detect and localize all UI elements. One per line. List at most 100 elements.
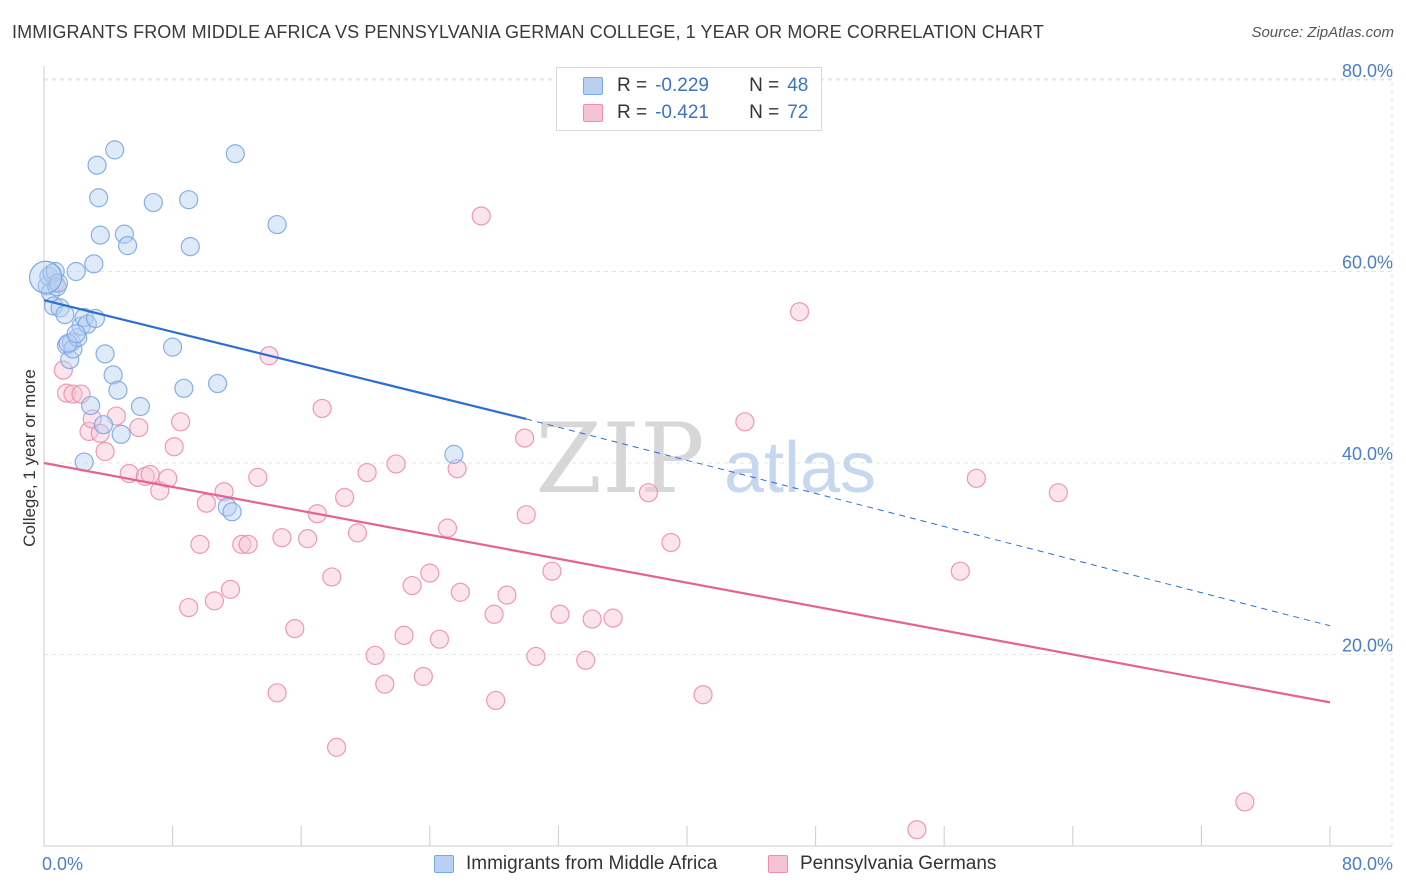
pink-point xyxy=(53,360,73,380)
blue-point xyxy=(225,144,245,164)
y-tick-label: 40.0% xyxy=(1342,444,1393,464)
pink-point xyxy=(437,518,458,538)
pink-point xyxy=(298,529,318,549)
blue-point xyxy=(208,373,228,394)
pink-point xyxy=(365,645,385,666)
pink-swatch-icon xyxy=(583,104,603,122)
blue-point xyxy=(108,380,128,400)
pink-point xyxy=(238,534,258,554)
pink-point xyxy=(484,604,504,624)
stats-box: R = -0.229 N = 48 R = -0.421 N = 72 xyxy=(556,67,822,131)
pink-point xyxy=(661,532,681,553)
pink-point xyxy=(402,575,422,596)
axes xyxy=(43,66,1392,847)
pink-point xyxy=(693,685,713,705)
pink-point xyxy=(789,302,810,322)
pink-point xyxy=(232,534,252,554)
pink-point xyxy=(447,459,467,479)
blue-point xyxy=(66,324,86,344)
watermark-zip: ZIP xyxy=(535,403,704,515)
pink-point xyxy=(420,563,440,583)
pink-point xyxy=(966,468,986,488)
pink-point xyxy=(347,523,368,543)
watermark-atlas: atlas xyxy=(724,428,876,508)
pink-point xyxy=(267,683,287,703)
pink-point xyxy=(326,737,347,757)
tick-labels: 20.0% 40.0% 60.0% 80.0% 0.0% 80.0% xyxy=(42,61,1393,874)
pink-trend-line xyxy=(43,461,1331,704)
trend-lines xyxy=(43,299,1331,704)
legend-label-pink: Pennsylvania Germans xyxy=(800,853,997,874)
y-tick-label: 80.0% xyxy=(1342,61,1393,81)
y-tick-label: 60.0% xyxy=(1342,253,1393,273)
blue-point xyxy=(114,224,134,244)
blue-point xyxy=(66,261,86,282)
blue-point xyxy=(267,214,287,235)
blue-point xyxy=(179,190,199,210)
pink-point xyxy=(312,398,332,419)
blue-point xyxy=(103,365,123,385)
pink-point xyxy=(471,206,491,226)
blue-point xyxy=(89,188,109,208)
blue-legend-swatch-icon xyxy=(434,855,454,873)
blue-point xyxy=(174,378,194,398)
blue-point xyxy=(180,237,200,257)
blue-point xyxy=(60,349,80,370)
pink-point xyxy=(386,454,406,474)
n-value-pink: 72 xyxy=(787,102,809,123)
pink-point xyxy=(542,561,562,581)
pink-point xyxy=(907,820,927,840)
pink-point xyxy=(204,591,224,611)
pink-point xyxy=(220,579,241,599)
pink-point xyxy=(375,674,395,694)
pink-point xyxy=(322,567,342,587)
stats-row-pink: R = -0.421 N = 72 xyxy=(557,100,808,126)
pink-point xyxy=(450,582,470,602)
data-points xyxy=(29,140,1255,840)
blue-point xyxy=(143,192,163,213)
r-label: R = xyxy=(617,102,648,123)
pink-point xyxy=(413,666,433,687)
pink-point xyxy=(638,483,659,503)
x-tick-label: 0.0% xyxy=(42,854,83,874)
blue-point xyxy=(45,261,65,282)
stats-row-blue: R = -0.229 N = 48 xyxy=(557,73,808,99)
pink-point xyxy=(429,629,450,649)
pink-point xyxy=(95,441,115,462)
pink-point xyxy=(190,534,210,554)
blue-point xyxy=(90,225,110,245)
blue-point xyxy=(222,502,242,522)
n-value-blue: 48 xyxy=(787,75,809,96)
pink-point xyxy=(285,619,305,639)
pink-point xyxy=(516,505,536,525)
r-value-blue: -0.229 xyxy=(655,75,709,96)
pink-point xyxy=(550,604,570,624)
pink-point xyxy=(158,468,178,488)
pink-point xyxy=(603,608,623,628)
pink-point xyxy=(735,412,755,432)
legend-item-pink: Pennsylvania Germans xyxy=(768,852,996,876)
n-label: N = xyxy=(749,102,780,123)
blue-trend-line-extension xyxy=(526,418,1331,627)
blue-point xyxy=(87,155,107,175)
source-label: Source: ZipAtlas.com xyxy=(1251,24,1394,41)
legend-label-blue: Immigrants from Middle Africa xyxy=(466,853,718,874)
pink-point xyxy=(129,417,149,438)
pink-point xyxy=(394,625,414,645)
blue-point xyxy=(55,304,75,325)
pink-point xyxy=(335,487,355,508)
pink-point xyxy=(1048,483,1068,503)
n-label: N = xyxy=(749,75,780,96)
legend-item-blue: Immigrants from Middle Africa xyxy=(434,852,717,876)
pink-point xyxy=(56,383,77,403)
pink-point xyxy=(1235,792,1255,812)
r-value-pink: -0.421 xyxy=(655,102,709,123)
pink-legend-swatch-icon xyxy=(768,855,788,873)
blue-point xyxy=(117,236,138,256)
pink-point xyxy=(515,428,535,448)
blue-swatch-icon xyxy=(583,77,603,95)
watermark: ZIP atlas xyxy=(535,403,876,515)
pink-point xyxy=(179,597,199,618)
blue-point xyxy=(163,337,183,357)
blue-trend-line xyxy=(43,299,527,421)
